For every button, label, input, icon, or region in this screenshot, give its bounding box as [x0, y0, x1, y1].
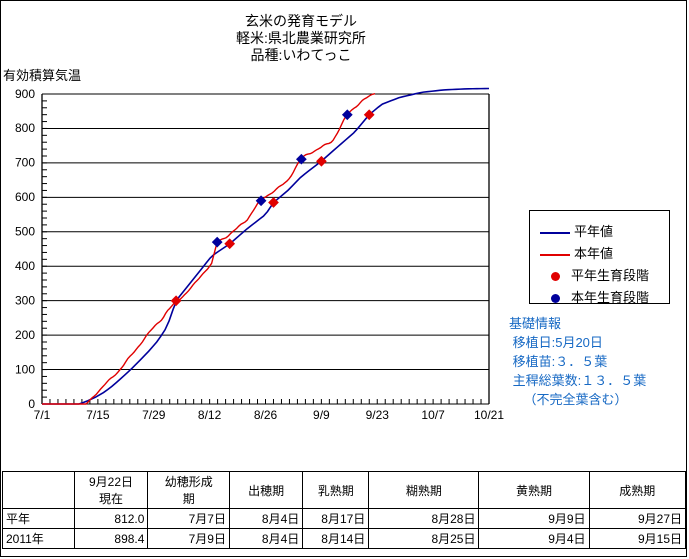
svg-text:800: 800	[15, 121, 35, 135]
svg-text:700: 700	[15, 156, 35, 170]
svg-text:200: 200	[15, 328, 35, 342]
svg-text:7/15: 7/15	[86, 408, 110, 421]
svg-text:7/1: 7/1	[34, 408, 51, 421]
svg-text:10/21: 10/21	[474, 408, 504, 421]
svg-text:900: 900	[15, 87, 35, 101]
svg-text:9/9: 9/9	[313, 408, 330, 421]
svg-text:600: 600	[15, 190, 35, 204]
svg-text:8/26: 8/26	[254, 408, 278, 421]
svg-text:9/23: 9/23	[366, 408, 390, 421]
svg-text:8/12: 8/12	[198, 408, 222, 421]
svg-text:100: 100	[15, 363, 35, 377]
svg-text:300: 300	[15, 294, 35, 308]
svg-text:500: 500	[15, 225, 35, 239]
svg-text:400: 400	[15, 259, 35, 273]
svg-text:7/29: 7/29	[142, 408, 166, 421]
svg-text:10/7: 10/7	[421, 408, 445, 421]
